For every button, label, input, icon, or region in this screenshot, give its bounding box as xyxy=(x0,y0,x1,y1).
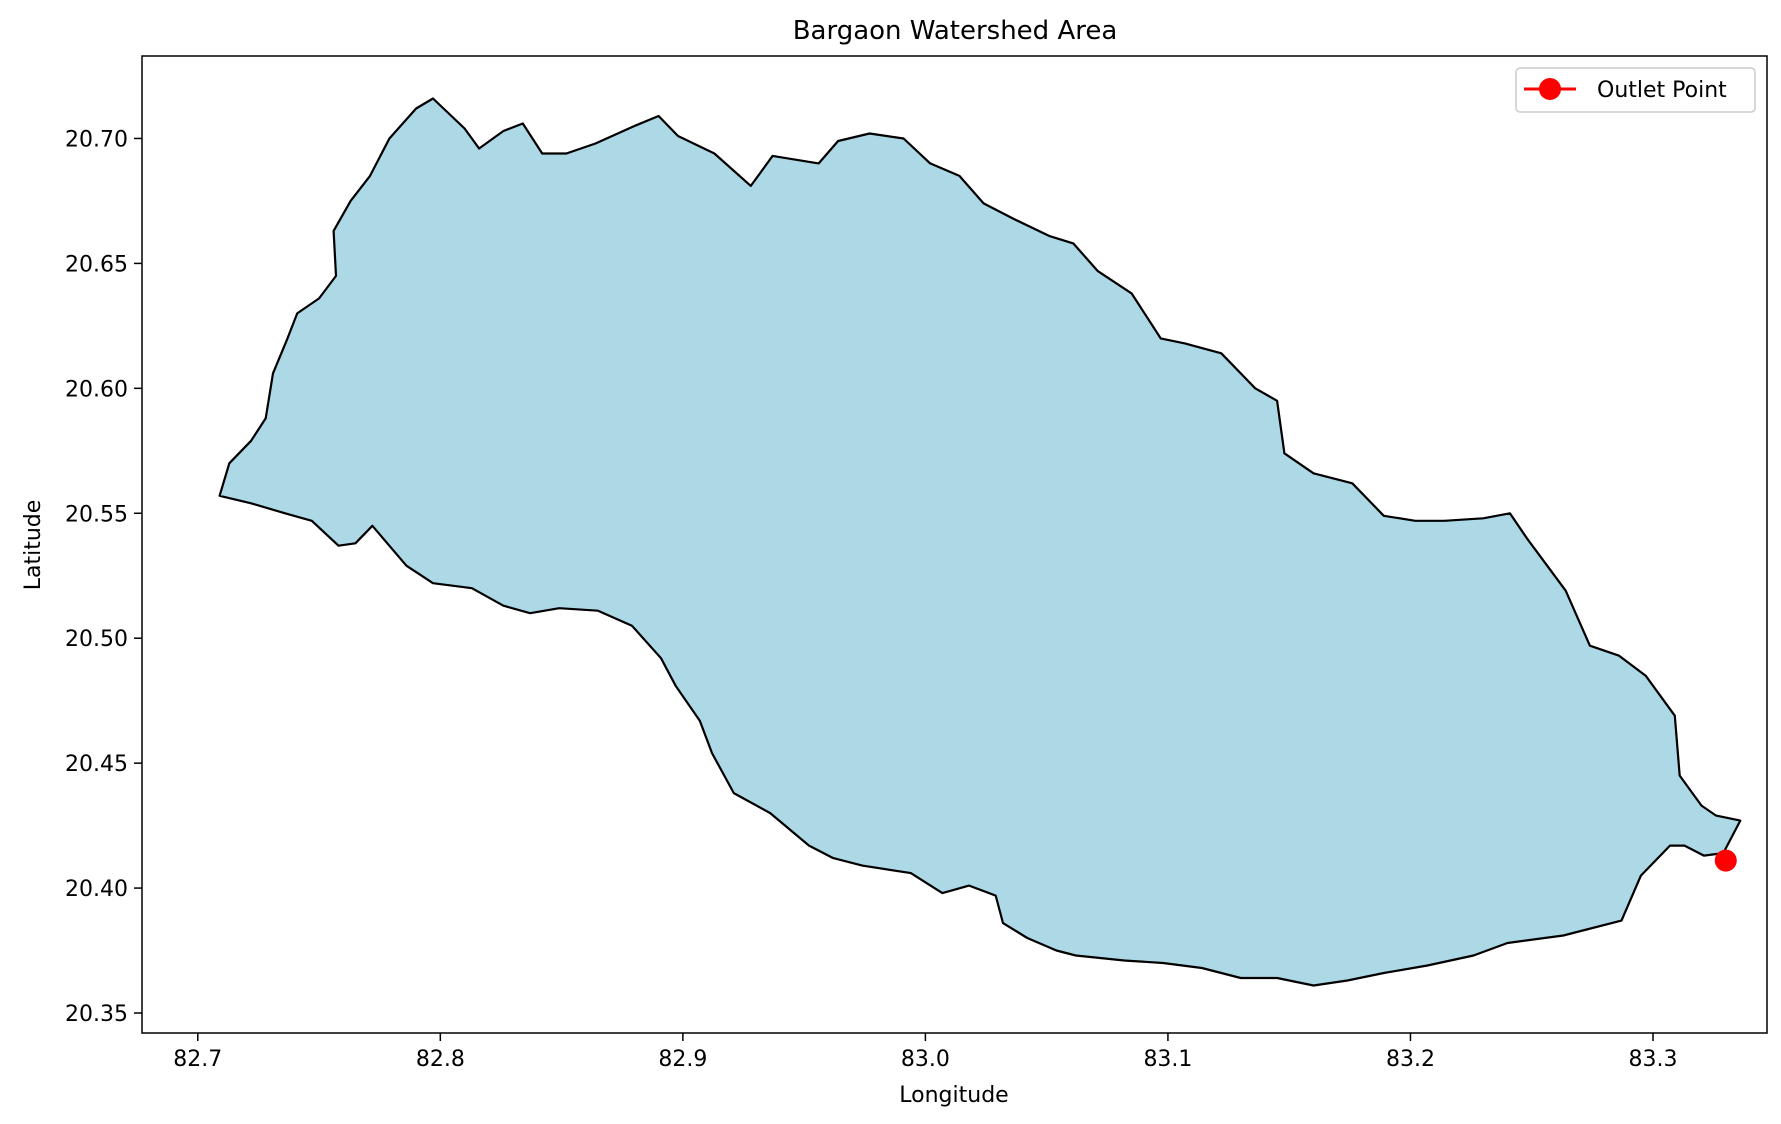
x-tick-label: 83.0 xyxy=(901,1047,950,1072)
y-tick-label: 20.70 xyxy=(65,127,128,152)
watershed-polygon xyxy=(218,97,1742,987)
x-tick-label: 82.9 xyxy=(658,1047,707,1072)
outlet-point-marker[interactable] xyxy=(1714,849,1737,872)
plot-area xyxy=(218,97,1742,987)
x-tick-label: 83.2 xyxy=(1386,1047,1435,1072)
y-tick-label: 20.50 xyxy=(65,627,128,652)
legend: Outlet Point xyxy=(1515,67,1756,113)
y-tick-label: 20.40 xyxy=(65,877,128,902)
legend-label: Outlet Point xyxy=(1597,78,1727,103)
y-tick-label: 20.45 xyxy=(65,752,128,777)
x-axis-ticks: 82.7 82.8 82.9 83.0 83.1 83.2 83.3 xyxy=(173,1033,1677,1072)
axes-frame xyxy=(141,55,1768,1034)
y-tick-label: 20.60 xyxy=(65,377,128,402)
x-tick-label: 82.7 xyxy=(173,1047,222,1072)
y-axis-label: Latitude xyxy=(21,500,46,591)
legend-outlet-marker xyxy=(1539,78,1561,100)
y-tick-label: 20.55 xyxy=(65,502,128,527)
y-axis-ticks: 20.35 20.40 20.45 20.50 20.55 20.60 20.65 20.70 xyxy=(65,127,142,1027)
y-tick-label: 20.35 xyxy=(65,1002,128,1027)
y-tick-label: 20.65 xyxy=(65,252,128,277)
plot-title: Bargaon Watershed Area xyxy=(793,16,1118,46)
x-tick-label: 83.1 xyxy=(1143,1047,1192,1072)
x-tick-label: 82.8 xyxy=(416,1047,465,1072)
x-axis-label: Longitude xyxy=(899,1083,1008,1108)
legend-box xyxy=(1515,67,1756,113)
x-tick-label: 83.3 xyxy=(1629,1047,1678,1072)
